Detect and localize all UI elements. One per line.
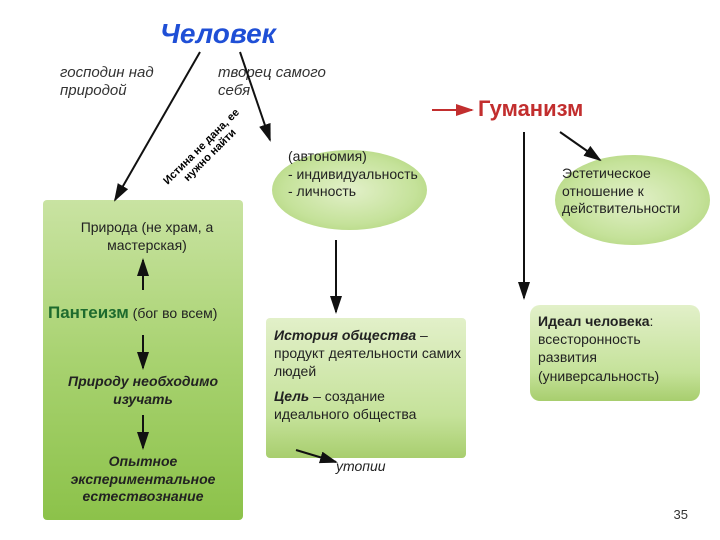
- goal-b: Цель: [274, 388, 309, 404]
- autonomy-text: (автономия) - индивидуальность - личност…: [288, 148, 443, 201]
- study-text: Природу необходимо изучать: [53, 373, 233, 408]
- history-text: История общества – продукт деятельности …: [274, 326, 462, 423]
- ideal-b: Идеал человека: [538, 313, 649, 329]
- autonomy-l3: - личность: [288, 183, 443, 201]
- title-humanism: Гуманизм: [478, 96, 583, 122]
- aesthetic-text: Эстетическое отношение к действительност…: [562, 165, 712, 218]
- title-main: Человек: [160, 18, 276, 50]
- autonomy-l1: (автономия): [288, 148, 443, 166]
- page-number: 35: [674, 507, 688, 522]
- pantheism-rest: (бог во всем): [129, 305, 218, 321]
- label-creator-text: творец самого себя: [218, 64, 326, 99]
- label-lord: господин над природой: [60, 64, 190, 100]
- label-creator: творец самого себя: [218, 64, 348, 100]
- pantheism-title: Пантеизм: [48, 303, 129, 322]
- label-lord-text: господин над природой: [60, 64, 154, 99]
- nature-title: Природа: [81, 219, 138, 235]
- autonomy-l2: - индивидуальность: [288, 166, 443, 184]
- history-b: История общества: [274, 327, 416, 343]
- ideal-text: Идеал человека: всесторонность развития …: [538, 312, 696, 385]
- utopia-text: утопии: [336, 458, 386, 474]
- nature-text: Природа (не храм, а мастерская): [63, 218, 231, 254]
- pantheism-text: Пантеизм (бог во всем): [48, 303, 248, 323]
- science-text: Опытное экспериментальное естествознание: [48, 453, 238, 506]
